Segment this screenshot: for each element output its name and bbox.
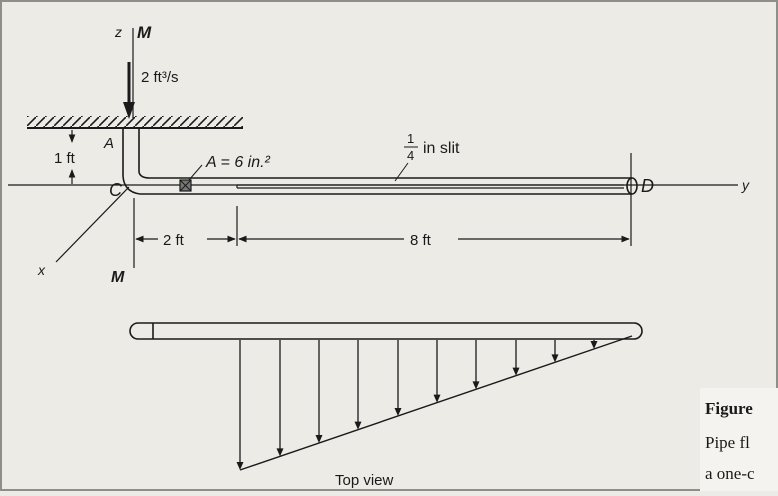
top-view-label: Top view bbox=[335, 472, 394, 489]
length-dimensions bbox=[133, 153, 632, 268]
top-view-pipe bbox=[129, 322, 643, 340]
point-A-label: A bbox=[103, 135, 114, 152]
load-distribution bbox=[239, 335, 633, 471]
load-arrow-head bbox=[354, 421, 362, 430]
caption-line-1: Pipe fl bbox=[705, 433, 750, 452]
area-marker bbox=[179, 164, 203, 192]
dimension-2ft-label: 2 ft bbox=[163, 232, 185, 249]
point-C-label: C bbox=[109, 180, 123, 200]
ceiling-hatching bbox=[27, 116, 243, 127]
load-arrow-head bbox=[394, 407, 402, 416]
load-arrow-head bbox=[590, 340, 598, 349]
slit-label: 1 4 in slit bbox=[394, 131, 460, 182]
area-label: A = 6 in.² bbox=[205, 154, 271, 171]
x-axis bbox=[55, 186, 130, 263]
caption-panel bbox=[700, 388, 778, 491]
z-axis-label: z bbox=[114, 24, 122, 40]
flow-rate-label: 2 ft³/s bbox=[141, 69, 179, 86]
x-axis-label: x bbox=[37, 262, 46, 278]
load-arrow-head bbox=[512, 367, 520, 376]
load-arrow-head bbox=[315, 434, 323, 443]
inflow-arrow bbox=[123, 62, 135, 119]
caption-title: Figure bbox=[705, 399, 753, 418]
slit-fraction-denominator: 4 bbox=[407, 148, 414, 163]
load-arrow-head bbox=[276, 448, 284, 457]
horizontal-pipe bbox=[140, 177, 638, 195]
load-arrow-head bbox=[472, 381, 480, 390]
height-label: 1 ft bbox=[54, 150, 76, 167]
load-arrow-head bbox=[236, 462, 244, 470]
load-envelope-line bbox=[239, 335, 633, 471]
vertical-pipe bbox=[122, 128, 151, 195]
slit-text-label: in slit bbox=[423, 140, 460, 157]
load-arrow-head bbox=[433, 394, 441, 403]
ceiling-support bbox=[27, 116, 243, 129]
y-axis-label: y bbox=[741, 177, 750, 193]
slit-fraction-numerator: 1 bbox=[407, 131, 414, 146]
load-arrow-head bbox=[551, 354, 559, 363]
slit bbox=[236, 184, 624, 189]
caption-line-2: a one-c bbox=[705, 464, 755, 483]
load-arrows bbox=[236, 340, 598, 470]
moment-label-top: M bbox=[137, 23, 152, 42]
slit-leader-line bbox=[394, 162, 409, 182]
dimension-8ft-label: 8 ft bbox=[410, 232, 432, 249]
point-D-label: D bbox=[641, 176, 654, 196]
moment-label-mid: M bbox=[111, 269, 125, 286]
